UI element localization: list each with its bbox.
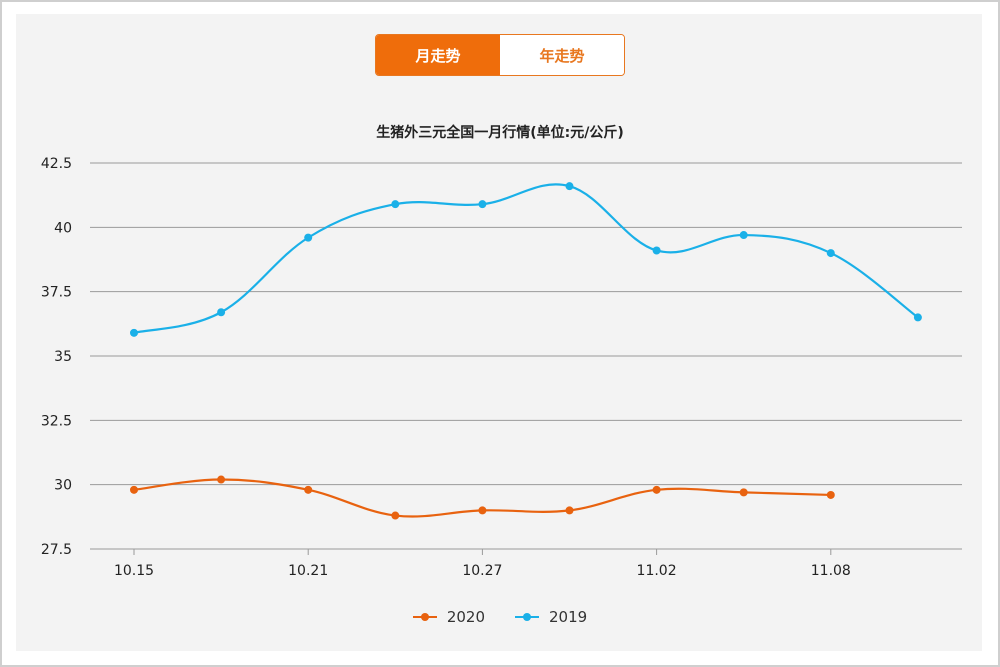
series-line-2019	[133, 183, 919, 334]
data-point-2020	[304, 485, 313, 494]
data-point-2019	[826, 249, 835, 258]
legend-item-2019[interactable]: 2019	[515, 608, 587, 626]
legend-label-2020: 2020	[446, 608, 485, 626]
data-point-2020	[739, 488, 748, 497]
legend-item-2020[interactable]: 2020	[412, 608, 485, 626]
legend-dot-2020	[420, 613, 429, 621]
data-point-2019	[652, 246, 661, 255]
legend-marker-2019	[515, 611, 539, 623]
period-toggle: 月走势 年走势	[375, 34, 625, 76]
chart-panel	[16, 14, 982, 651]
y-tick-label: 42.5	[41, 156, 72, 172]
data-point-2019	[478, 200, 487, 209]
data-point-2020	[391, 511, 400, 520]
data-point-2019	[565, 182, 574, 191]
data-point-2020	[565, 506, 574, 515]
data-point-2019	[913, 313, 922, 322]
data-point-2019	[217, 308, 226, 317]
data-point-2019	[304, 233, 313, 242]
x-tick-label: 11.08	[811, 563, 851, 579]
data-point-2020	[130, 485, 138, 494]
tab-month-trend[interactable]: 月走势	[376, 35, 500, 75]
y-tick-label: 37.5	[41, 285, 72, 301]
chart-title: 生猪外三元全国一月行情(单位:元/公斤)	[376, 125, 624, 141]
data-point-2020	[826, 490, 835, 499]
y-tick-label: 32.5	[41, 413, 72, 429]
y-tick-label: 40	[54, 220, 72, 236]
x-tick-label: 10.21	[288, 563, 328, 579]
data-point-2020	[217, 475, 226, 484]
data-point-2019	[739, 231, 748, 240]
tab-year-trend[interactable]: 年走势	[500, 35, 624, 75]
legend-label-2019: 2019	[549, 608, 588, 626]
data-point-2019	[130, 328, 138, 337]
legend-marker-2020	[412, 611, 437, 623]
data-point-2019	[391, 200, 400, 209]
legend: 2020 2019	[0, 608, 1000, 626]
x-tick-label: 10.15	[114, 563, 154, 579]
legend-dot-2019	[523, 613, 531, 621]
x-tick-label: 10.27	[462, 563, 502, 579]
y-tick-label: 27.5	[41, 542, 72, 558]
y-tick-label: 30	[54, 478, 72, 494]
data-point-2020	[652, 485, 661, 494]
y-tick-label: 35	[54, 349, 72, 365]
data-point-2020	[478, 506, 487, 515]
x-tick-label: 11.02	[637, 563, 677, 579]
